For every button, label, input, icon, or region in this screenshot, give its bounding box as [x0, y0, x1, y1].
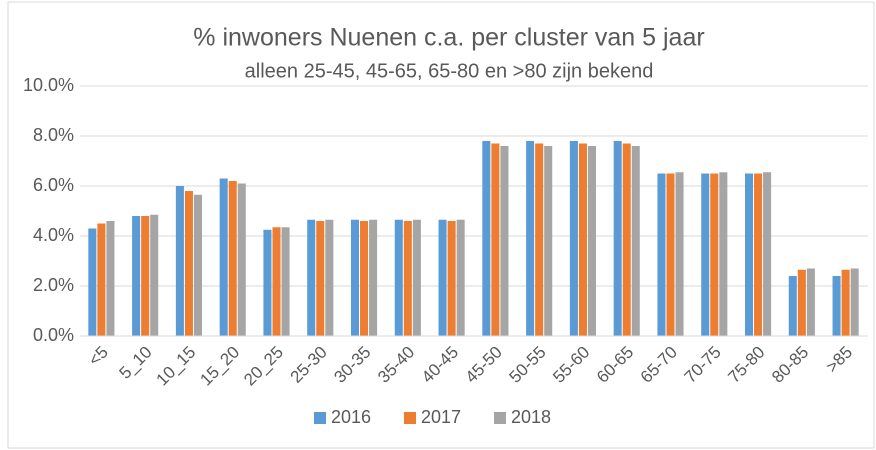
bar	[622, 143, 631, 336]
y-tick-label: 4.0%	[33, 225, 74, 245]
y-tick-label: 6.0%	[33, 175, 74, 195]
legend-label: 2017	[421, 407, 461, 427]
bar	[754, 173, 763, 336]
bar	[806, 268, 815, 336]
bar	[132, 216, 141, 336]
bar	[219, 178, 228, 336]
bar	[482, 141, 491, 336]
chart-subtitle: alleen 25-45, 45-65, 65-80 en >80 zijn b…	[245, 60, 654, 82]
legend-swatch	[494, 412, 506, 424]
bar	[307, 219, 316, 336]
bar	[325, 219, 334, 336]
bar	[578, 143, 587, 336]
bar	[228, 181, 237, 336]
bar	[88, 228, 97, 336]
chart-title: % inwoners Nuenen c.a. per cluster van 5…	[193, 24, 704, 52]
bar	[850, 268, 859, 336]
bar	[744, 173, 754, 336]
bar	[701, 173, 710, 336]
bar	[544, 146, 553, 336]
bar	[535, 143, 544, 336]
bar	[710, 173, 719, 336]
bar	[403, 221, 412, 336]
bar	[350, 219, 360, 336]
bar	[500, 146, 509, 336]
bar	[797, 269, 806, 336]
bar	[394, 219, 403, 336]
bar	[369, 219, 378, 336]
bar	[788, 276, 797, 336]
y-tick-label: 10.0%	[23, 75, 74, 95]
bar	[438, 219, 447, 336]
bar	[832, 276, 841, 336]
bar	[763, 172, 772, 336]
bar	[97, 223, 106, 336]
bar	[106, 221, 115, 336]
y-tick-label: 0.0%	[33, 325, 74, 345]
bar	[281, 227, 290, 336]
bar	[412, 219, 421, 336]
bar	[184, 191, 193, 336]
bar	[141, 216, 150, 336]
y-tick-label: 2.0%	[33, 275, 74, 295]
bar	[456, 219, 465, 336]
bar	[675, 172, 684, 336]
bar	[841, 269, 850, 336]
bar	[569, 141, 578, 336]
bar	[491, 143, 500, 336]
bar	[631, 146, 640, 336]
bar	[657, 173, 666, 336]
bar	[447, 221, 456, 336]
legend-swatch	[314, 412, 326, 424]
bar	[263, 229, 272, 336]
bar	[360, 221, 369, 336]
bar	[237, 183, 246, 336]
legend-label: 2016	[331, 407, 371, 427]
bar	[316, 221, 325, 336]
bar	[150, 214, 159, 336]
bar	[193, 194, 203, 336]
bar	[526, 141, 535, 336]
bar	[719, 172, 728, 336]
legend-label: 2018	[511, 407, 551, 427]
legend-swatch	[404, 412, 416, 424]
bar	[666, 173, 675, 336]
bar	[175, 186, 184, 336]
bar	[613, 141, 622, 336]
y-tick-label: 8.0%	[33, 125, 74, 145]
bar	[272, 227, 281, 336]
bar	[587, 146, 597, 336]
